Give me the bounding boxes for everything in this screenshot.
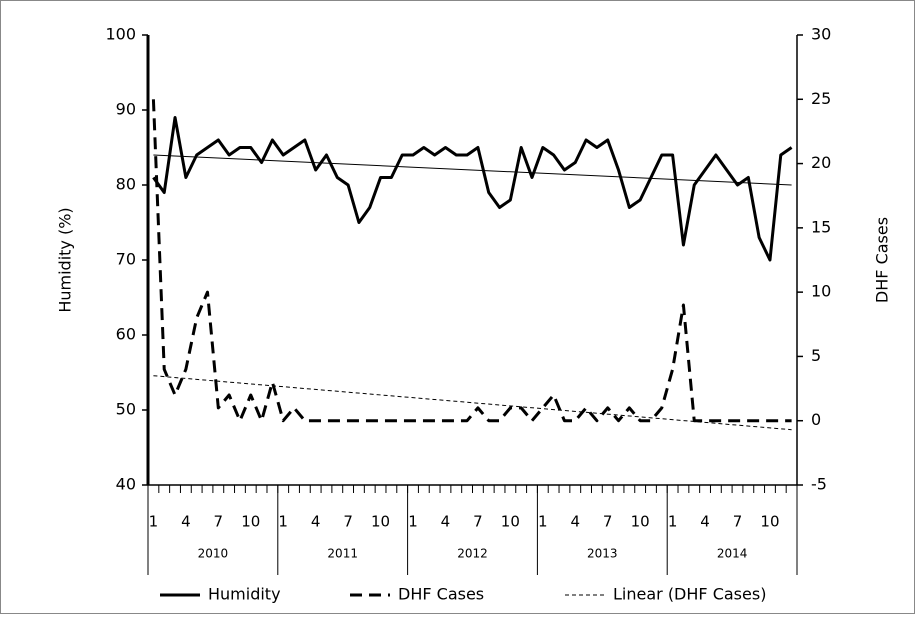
x-tick-label: 4 [700,513,710,531]
x-tick-label: 1 [278,513,288,531]
trend-line [153,375,792,431]
y-tick-label: 50 [116,400,136,419]
trend-line [153,154,792,186]
x-tick-label: 1 [668,513,678,531]
y2-tick-label: 20 [811,153,831,172]
legend-label: Humidity [208,585,281,604]
y-tick-label: 100 [105,25,136,44]
y2-tick-label: 30 [811,25,831,44]
legend-label: DHF Cases [398,585,484,604]
x-tick-label: 7 [473,513,483,531]
x-tick-label: 1 [538,513,548,531]
group-label: 2011 [327,547,358,561]
group-label: 2013 [587,547,618,561]
y2-tick-label: 5 [811,346,821,365]
y2-axis-label: DHF Cases [873,217,892,303]
x-tick-label: 10 [241,513,260,531]
x-tick-label: 10 [760,513,779,531]
y2-tick-label: -5 [811,475,827,494]
x-tick-label: 10 [371,513,390,531]
y-tick-label: 90 [116,100,136,119]
y2-tick-label: 0 [811,410,821,429]
legend-label: Linear (DHF Cases) [613,585,766,604]
y-tick-label: 40 [116,475,136,494]
x-tick-label: 7 [603,513,613,531]
x-tick-label: 4 [311,513,321,531]
x-tick-label: 4 [441,513,451,531]
y2-tick-label: 25 [811,89,831,108]
y-tick-label: 70 [116,250,136,269]
y-axis-label: Humidity (%) [56,207,75,312]
data-line [151,99,792,423]
group-label: 2010 [198,547,229,561]
x-tick-label: 4 [181,513,191,531]
y-tick-label: 80 [116,175,136,194]
x-tick-label: 10 [631,513,650,531]
x-tick-label: 7 [733,513,743,531]
y2-tick-label: 10 [811,282,831,301]
group-label: 2014 [717,547,748,561]
x-tick-label: 7 [214,513,224,531]
x-tick-label: 1 [408,513,418,531]
y-tick-label: 60 [116,325,136,344]
group-label: 2012 [457,547,488,561]
x-tick-label: 1 [149,513,159,531]
x-tick-label: 4 [570,513,580,531]
y2-tick-label: 15 [811,217,831,236]
x-tick-label: 10 [501,513,520,531]
x-tick-label: 7 [343,513,353,531]
